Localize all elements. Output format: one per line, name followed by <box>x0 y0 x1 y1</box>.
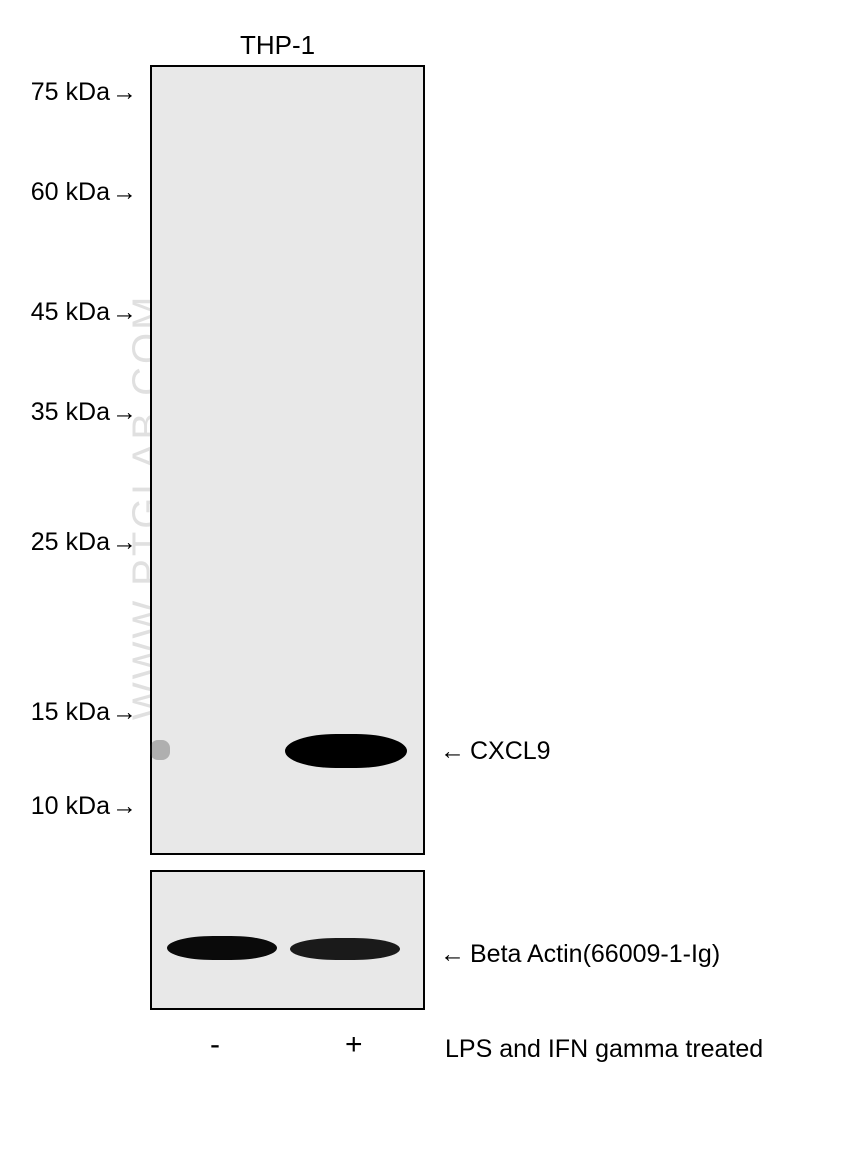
marker-label-text: 25 kDa <box>31 528 110 556</box>
arrow-right-icon: → <box>112 792 137 821</box>
marker-15: 15 kDa→ <box>7 698 137 727</box>
marker-75: 75 kDa→ <box>7 78 137 107</box>
cell-line-label: THP-1 <box>240 30 315 61</box>
actin-label: ←Beta Actin(66009-1-Ig) <box>440 940 720 969</box>
target-band-text: CXCL9 <box>470 737 551 765</box>
arrow-right-icon: → <box>112 698 137 727</box>
arrow-right-icon: → <box>112 298 137 327</box>
arrow-left-icon: ← <box>440 940 465 969</box>
marker-25: 25 kDa→ <box>7 528 137 557</box>
marker-label-text: 15 kDa <box>31 698 110 726</box>
marker-35: 35 kDa→ <box>7 398 137 427</box>
cxcl9-label: ←CXCL9 <box>440 737 551 766</box>
cxcl9-band-tail <box>150 740 170 760</box>
lane-minus-sign: - <box>210 1028 220 1062</box>
marker-label-text: 75 kDa <box>31 78 110 106</box>
arrow-right-icon: → <box>112 78 137 107</box>
arrow-right-icon: → <box>112 178 137 207</box>
cxcl9-band <box>285 734 407 768</box>
arrow-left-icon: ← <box>440 737 465 766</box>
treatment-label: LPS and IFN gamma treated <box>445 1035 763 1064</box>
marker-label-text: 10 kDa <box>31 792 110 820</box>
blot-figure: WWW.PTGLAB.COM THP-1 75 kDa→ 60 kDa→ 45 … <box>0 0 850 1150</box>
marker-label-text: 60 kDa <box>31 178 110 206</box>
marker-45: 45 kDa→ <box>7 298 137 327</box>
marker-label-text: 35 kDa <box>31 398 110 426</box>
arrow-right-icon: → <box>112 398 137 427</box>
actin-band-plus <box>290 938 400 960</box>
arrow-right-icon: → <box>112 528 137 557</box>
actin-band-minus <box>167 936 277 960</box>
marker-10: 10 kDa→ <box>7 792 137 821</box>
marker-60: 60 kDa→ <box>7 178 137 207</box>
marker-label-text: 45 kDa <box>31 298 110 326</box>
lane-plus-sign: + <box>345 1028 363 1062</box>
loading-control-text: Beta Actin(66009-1-Ig) <box>470 940 720 968</box>
